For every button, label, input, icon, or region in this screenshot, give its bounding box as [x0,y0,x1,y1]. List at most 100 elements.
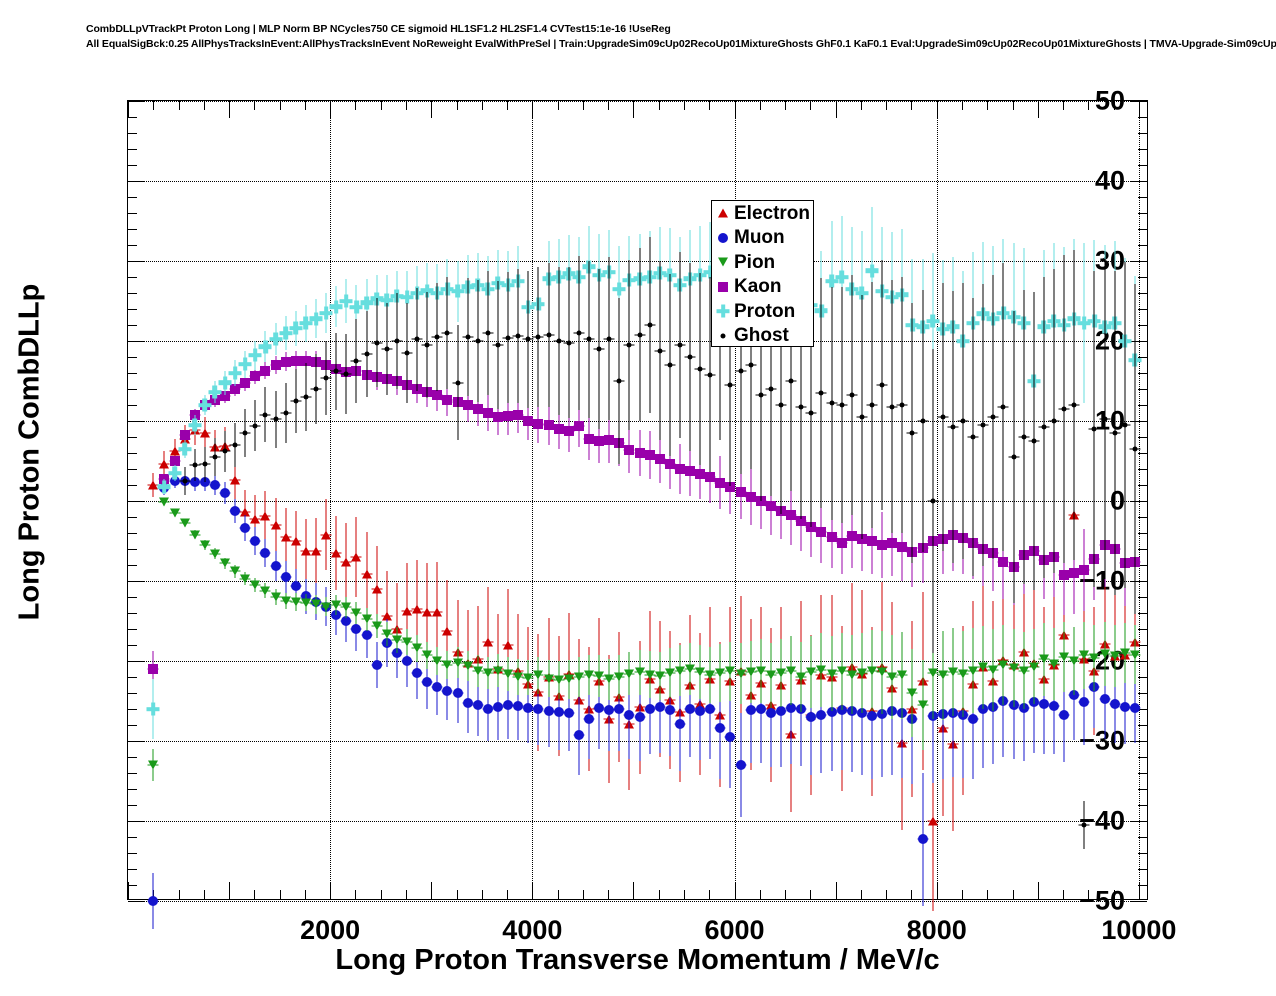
axis-tick [835,101,837,118]
axis-tick [330,101,332,118]
error-bar-cap [1129,448,1141,450]
axis-tick [128,437,137,438]
legend-item-muon: Muon [712,226,813,251]
y-tick-label: −50 [1079,885,1125,916]
axis-tick [128,197,137,198]
axis-tick [1138,693,1147,694]
error-bar-cap [249,425,261,427]
error-bar-cap [270,418,282,420]
axis-tick [860,101,862,110]
gridline-vertical [330,101,332,899]
error-bar-cap [532,336,544,338]
axis-tick [128,533,137,534]
y-tick-label: −30 [1079,725,1125,756]
x-tick-label: 6000 [704,915,765,945]
axis-tick [1138,629,1147,630]
axis-tick [1063,101,1065,110]
axis-tick [128,469,137,470]
axis-tick [507,890,509,899]
error-bar-cap [1028,440,1040,442]
axis-tick [128,645,137,646]
error-bar-cap [724,384,736,386]
axis-tick [128,661,145,662]
axis-tick [128,725,137,726]
axis-tick [153,890,155,899]
axis-tick [128,581,145,582]
error-bar-cap [937,416,949,418]
axis-tick [532,882,534,899]
axis-tick [709,890,711,899]
axis-tick [178,101,180,110]
error-bar-cap [411,338,423,340]
error-bar-cap [573,332,585,334]
error-bar-cap [613,380,625,382]
axis-tick [1138,117,1147,118]
error-bar-cap [1018,436,1030,438]
legend-item-kaon: Kaon [712,275,813,300]
axis-tick [1130,181,1147,182]
error-bar-cap [502,337,514,339]
axis-tick [229,882,231,899]
axis-tick [1138,373,1147,374]
error-bar-cap [947,426,959,428]
gridline-horizontal [128,821,1147,822]
triangle-up-icon [712,201,734,226]
axis-tick [456,890,458,899]
axis-tick [304,101,306,110]
error-bar-cap [1099,418,1111,420]
error-bar-cap [310,388,322,390]
axis-tick [128,405,137,406]
axis-tick [507,101,509,110]
axis-tick [1037,101,1039,118]
axis-tick [203,101,205,110]
axis-tick [128,773,137,774]
legend-item-electron: Electron [712,201,813,226]
gridline-horizontal [128,901,1147,902]
error-bar-cap [735,370,747,372]
axis-tick [153,101,155,110]
axis-tick [1138,293,1147,294]
axis-tick [128,597,137,598]
axis-tick [1138,549,1147,550]
error-bar-cap [856,416,868,418]
axis-tick [128,293,137,294]
axis-tick [709,101,711,110]
error-bar-cap [179,480,191,482]
axis-tick [936,101,938,118]
axis-tick [1130,261,1147,262]
axis-tick [886,101,888,110]
axis-tick [128,373,137,374]
axis-tick [1130,421,1147,422]
error-bar-cap [866,404,878,406]
axis-tick [128,165,137,166]
error-bar-cap [755,394,767,396]
axis-tick [128,837,137,838]
axis-tick [128,453,137,454]
error-bar-cap [906,432,918,434]
error-bar-cap [280,412,292,414]
error-bar-cap [522,338,534,340]
axis-tick [1138,133,1147,134]
axis-tick [734,101,736,118]
axis-tick [936,882,938,899]
gridline-vertical [734,101,736,899]
axis-tick [128,133,137,134]
legend-label: Kaon [734,276,782,298]
gridline-horizontal [128,261,1147,262]
error-bar-cap [674,344,686,346]
axis-tick [128,757,137,758]
gridline-horizontal [128,501,1147,502]
axis-tick [128,709,137,710]
error-bar-cap [785,380,797,382]
axis-tick [178,890,180,899]
axis-tick [128,181,145,182]
axis-tick [1138,405,1147,406]
axis-tick [128,565,137,566]
axis-tick [128,325,137,326]
axis-tick [128,517,137,518]
dot-icon [712,324,734,349]
axis-tick [1130,581,1147,582]
error-bar-cap [704,374,716,376]
axis-tick [431,882,433,899]
